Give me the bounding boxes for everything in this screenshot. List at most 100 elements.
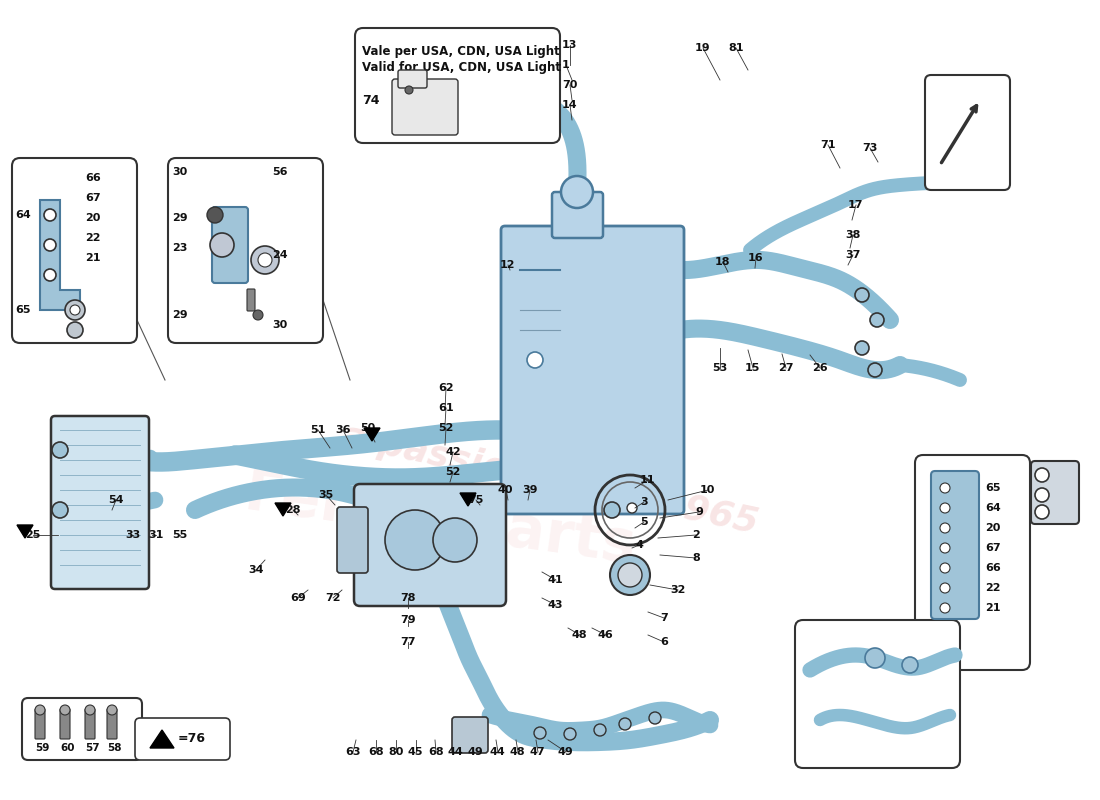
Text: 78: 78 <box>400 593 416 603</box>
Text: 58: 58 <box>107 743 121 753</box>
Circle shape <box>902 657 918 673</box>
Text: 9: 9 <box>695 507 703 517</box>
Circle shape <box>251 246 279 274</box>
Circle shape <box>44 209 56 221</box>
Text: Vale per USA, CDN, USA Light: Vale per USA, CDN, USA Light <box>362 46 560 58</box>
Text: 35: 35 <box>318 490 333 500</box>
Text: 6: 6 <box>660 637 668 647</box>
Text: 50: 50 <box>360 423 375 433</box>
Polygon shape <box>275 503 292 516</box>
Text: 33: 33 <box>125 530 141 540</box>
Circle shape <box>67 322 82 338</box>
Text: 53: 53 <box>712 363 727 373</box>
Text: =76: =76 <box>178 733 206 746</box>
Circle shape <box>65 300 85 320</box>
Circle shape <box>627 503 637 513</box>
Text: 70: 70 <box>562 80 578 90</box>
Polygon shape <box>364 428 380 441</box>
FancyBboxPatch shape <box>22 698 142 760</box>
FancyBboxPatch shape <box>107 709 117 739</box>
Circle shape <box>52 442 68 458</box>
Text: 66: 66 <box>85 173 101 183</box>
Text: 45: 45 <box>408 747 424 757</box>
Text: 10: 10 <box>700 485 715 495</box>
FancyBboxPatch shape <box>85 709 95 739</box>
Text: 81: 81 <box>728 43 744 53</box>
Text: 56: 56 <box>272 167 287 177</box>
Text: 26: 26 <box>812 363 827 373</box>
Text: 24: 24 <box>272 250 287 260</box>
Text: 40: 40 <box>498 485 514 495</box>
Text: 65: 65 <box>15 305 31 315</box>
Text: 11: 11 <box>640 475 656 485</box>
FancyBboxPatch shape <box>1031 461 1079 524</box>
Circle shape <box>534 727 546 739</box>
Circle shape <box>44 269 56 281</box>
FancyBboxPatch shape <box>12 158 138 343</box>
Circle shape <box>940 483 950 493</box>
Text: 80: 80 <box>388 747 404 757</box>
FancyBboxPatch shape <box>915 455 1030 670</box>
Circle shape <box>527 352 543 368</box>
FancyBboxPatch shape <box>931 471 979 619</box>
Text: 67: 67 <box>85 193 100 203</box>
Text: 52: 52 <box>438 423 453 433</box>
Circle shape <box>604 502 620 518</box>
Text: a passion since 1965: a passion since 1965 <box>339 419 761 541</box>
Polygon shape <box>16 525 33 538</box>
Text: 2: 2 <box>692 530 700 540</box>
Text: 73: 73 <box>862 143 878 153</box>
FancyBboxPatch shape <box>392 79 458 135</box>
Circle shape <box>649 712 661 724</box>
FancyBboxPatch shape <box>135 718 230 760</box>
Circle shape <box>253 310 263 320</box>
Text: 60: 60 <box>60 743 75 753</box>
Polygon shape <box>460 493 476 506</box>
Text: 4: 4 <box>635 540 642 550</box>
Text: 15: 15 <box>745 363 760 373</box>
Circle shape <box>865 648 886 668</box>
Text: 30: 30 <box>172 167 187 177</box>
Text: 62: 62 <box>438 383 453 393</box>
Circle shape <box>60 705 70 715</box>
Text: 13: 13 <box>562 40 578 50</box>
FancyBboxPatch shape <box>337 507 368 573</box>
Text: 69: 69 <box>290 593 306 603</box>
Text: 68: 68 <box>368 747 384 757</box>
Circle shape <box>258 253 272 267</box>
FancyBboxPatch shape <box>355 28 560 143</box>
Text: 21: 21 <box>85 253 100 263</box>
Text: 5: 5 <box>640 517 648 527</box>
Text: 21: 21 <box>984 603 1001 613</box>
Text: 49: 49 <box>468 747 484 757</box>
Text: 59: 59 <box>35 743 50 753</box>
Text: 27: 27 <box>778 363 793 373</box>
Polygon shape <box>40 200 80 310</box>
FancyBboxPatch shape <box>795 620 960 768</box>
Circle shape <box>107 705 117 715</box>
Circle shape <box>940 603 950 613</box>
Text: 18: 18 <box>715 257 730 267</box>
Text: 54: 54 <box>108 495 123 505</box>
Circle shape <box>210 233 234 257</box>
Text: 16: 16 <box>748 253 763 263</box>
FancyBboxPatch shape <box>354 484 506 606</box>
Text: 23: 23 <box>172 243 187 253</box>
Text: 52: 52 <box>446 467 461 477</box>
FancyBboxPatch shape <box>35 709 45 739</box>
Circle shape <box>940 503 950 513</box>
FancyBboxPatch shape <box>51 416 148 589</box>
FancyBboxPatch shape <box>248 289 255 311</box>
Text: 17: 17 <box>848 200 864 210</box>
Circle shape <box>564 728 576 740</box>
Text: 12: 12 <box>500 260 516 270</box>
Text: 55: 55 <box>172 530 187 540</box>
Text: 19: 19 <box>695 43 711 53</box>
Text: 30: 30 <box>272 320 287 330</box>
Circle shape <box>594 724 606 736</box>
Text: 29: 29 <box>172 213 188 223</box>
Circle shape <box>940 563 950 573</box>
Text: 34: 34 <box>248 565 264 575</box>
Text: 77: 77 <box>400 637 416 647</box>
Text: 64: 64 <box>984 503 1001 513</box>
